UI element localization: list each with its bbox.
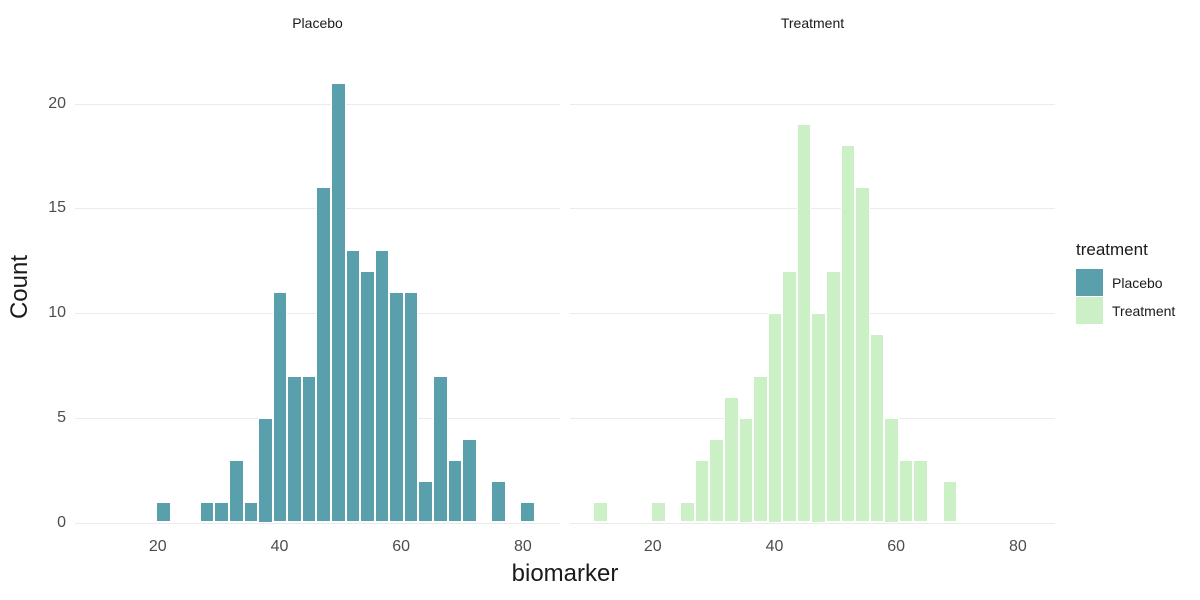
legend-item-treatment: Treatment [1076,297,1198,324]
facet-strip-treatment: Treatment [780,15,845,31]
y-tick-label: 10 [48,304,66,321]
panel-placebo: 20 40 60 80 [75,45,560,555]
legend: treatment Placebo Treatment [1076,240,1198,325]
gridline-y-15 [570,208,1055,210]
y-tick-label: 5 [57,408,66,426]
legend-key-treatment-swatch [1076,297,1103,324]
histogram-bar-placebo [258,417,273,523]
legend-label-placebo: Placebo [1112,274,1163,291]
x-tick-label: 40 [270,538,289,555]
histogram-bar-treatment [913,459,928,523]
gridline-y-20 [570,103,1055,105]
histogram-bar-treatment [738,417,754,523]
histogram-bar-placebo [272,292,288,523]
gridline-y-0 [570,522,1055,524]
x-tick-label: 20 [643,538,662,555]
histogram-bar-treatment [694,459,710,523]
histogram-bar-placebo [418,480,433,523]
histogram-bar-placebo [389,292,404,523]
y-tick-label: 0 [57,513,66,531]
histogram-bar-placebo [156,501,171,523]
x-tick-label: 60 [887,538,906,555]
x-tick-label: 80 [513,538,532,555]
histogram-bar-treatment [884,417,899,523]
legend-key-placebo-swatch [1076,269,1103,296]
legend-item-placebo: Placebo [1076,269,1198,296]
histogram-bar-treatment [680,501,695,523]
histogram-bar-treatment [840,145,856,523]
histogram-bar-placebo [491,480,506,523]
histogram-bar-placebo [462,438,477,523]
histogram-bar-treatment [767,313,783,523]
histogram-bar-treatment [898,459,914,523]
legend-title: treatment [1076,240,1148,259]
histogram-bar-placebo [360,271,375,523]
histogram-bar-treatment [869,333,885,523]
histogram-bar-placebo [316,187,332,523]
x-tick-label: 80 [1008,538,1027,555]
histogram-bar-treatment [782,271,797,523]
histogram-bar-placebo [520,501,535,523]
histogram-bar-treatment [855,187,870,523]
histogram-bar-treatment [811,313,827,523]
histogram-bar-placebo [345,250,361,523]
histogram-bar-treatment [753,375,768,523]
gridline-y-0 [75,522,560,524]
y-tick-label: 20 [48,94,66,112]
histogram-bar-placebo [287,375,302,523]
histogram-bar-placebo [403,292,419,523]
facet-strip-placebo: Placebo [292,15,343,31]
legend-label-treatment: Treatment [1112,302,1176,319]
histogram-bar-treatment [942,480,958,523]
y-tick-label: 15 [48,199,66,217]
histogram-bar-placebo [229,459,244,523]
gridline-y-20 [75,103,560,105]
histogram-bar-placebo [301,375,317,523]
histogram-bar-placebo [214,501,230,523]
histogram-bar-treatment [724,396,739,523]
histogram-bar-placebo [243,501,259,523]
panel-treatment: 20 40 60 80 [570,45,1055,555]
x-tick-label: 20 [148,538,167,555]
histogram-bar-treatment [796,124,812,523]
x-tick-label: 60 [392,538,411,555]
histogram-bar-placebo [199,501,215,523]
histogram-bar-placebo [331,82,346,523]
x-axis-title: biomarker [511,560,619,587]
histogram-bar-placebo [447,459,463,523]
x-tick-label: 40 [765,538,784,555]
histogram-bar-treatment [592,501,608,523]
histogram-bar-placebo [374,250,390,523]
histogram-bar-treatment [651,501,666,523]
histogram-bar-placebo [433,375,448,523]
histogram-bar-treatment [826,271,841,523]
histogram-bar-treatment [709,438,725,523]
